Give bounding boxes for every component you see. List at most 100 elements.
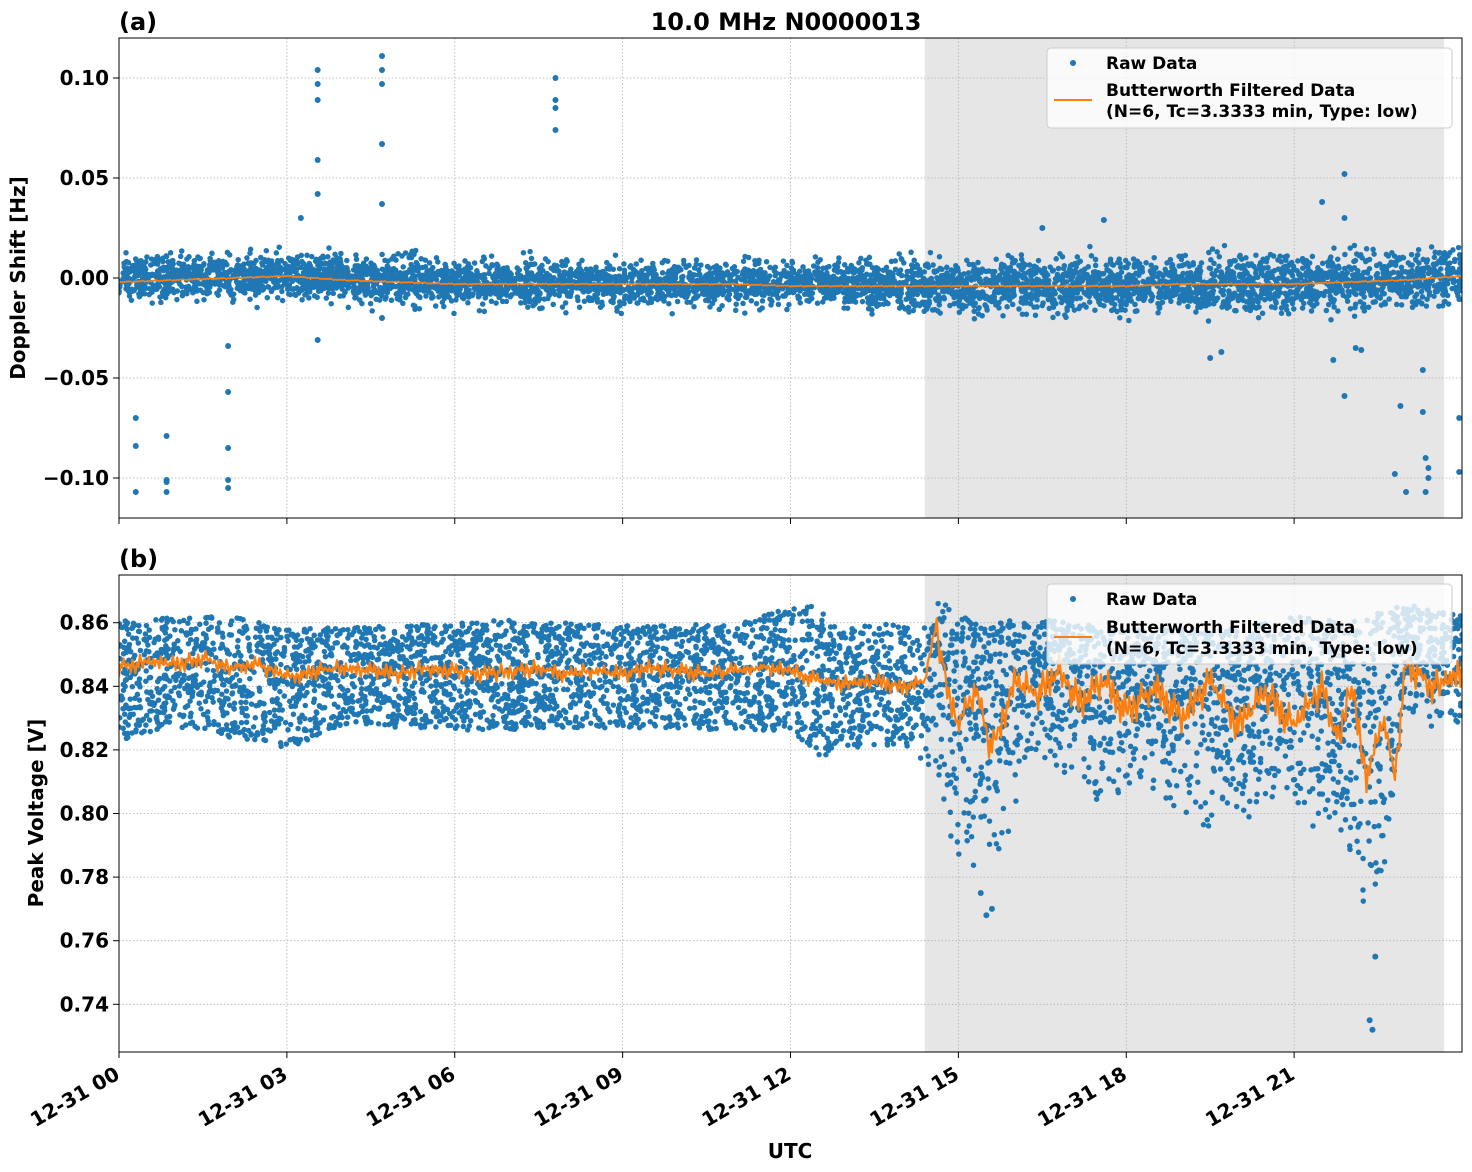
panel-b-x-axis: 12-31 00 12-31 03 12-31 06 12-31 09 12-31 12… <box>26 1052 1299 1132</box>
panel-a-outlier-point <box>1425 475 1432 481</box>
panel-a-x-ticks <box>118 518 1295 524</box>
panel-b-outlier-point <box>977 890 984 896</box>
panel-a-outlier-point <box>225 389 232 395</box>
x-tick-label: 12-31 12 <box>697 1062 795 1132</box>
panel-a-ytick-label: −0.10 <box>43 466 109 490</box>
x-tick-label: 12-31 09 <box>530 1062 628 1132</box>
panel-a-outlier-point <box>1419 409 1426 415</box>
panel-a-outlier-point <box>1358 347 1365 353</box>
panel-a-outlier-point <box>379 201 386 207</box>
panel-a-outlier-point <box>1039 225 1046 231</box>
panel-a-outlier-point <box>132 443 139 449</box>
panel-a-outlier-point <box>552 97 559 103</box>
panel-a-outlier-point <box>314 191 321 197</box>
panel-a-ytick-label: 0.00 <box>60 266 109 290</box>
panel-a-outlier-point <box>1330 357 1337 363</box>
panel-a-outlier-point <box>1207 355 1214 361</box>
panel-a-outlier-point <box>314 337 321 343</box>
panel-a: −0.10 −0.05 0.00 0.05 0.10 (a) 10.0 MHz N000… <box>6 8 1463 524</box>
x-tick-label: 12-31 21 <box>1201 1062 1299 1132</box>
panel-b-filtered-series <box>119 617 1462 794</box>
panel-b-outlier-point <box>1366 1017 1373 1024</box>
panel-a-outlier-point <box>225 343 232 349</box>
panel-a-filtered-line <box>119 274 1462 288</box>
panel-a-outlier-point <box>379 67 386 73</box>
legend-box <box>1046 583 1453 665</box>
panel-a-outliers <box>132 53 1462 495</box>
panel-a-outlier-point <box>225 485 232 491</box>
panel-a-outlier-point <box>1341 393 1348 399</box>
legend-raw-label: Raw Data <box>1106 54 1197 74</box>
panel-b-ylabel: Peak Voltage [V] <box>24 719 48 908</box>
panel-a-outlier-point <box>379 81 386 87</box>
panel-a-ylabel: Doppler Shift [Hz] <box>6 176 30 380</box>
panel-a-outlier-point <box>552 127 559 133</box>
panel-a-outlier-point <box>163 489 170 495</box>
panel-a-outlier-point <box>132 489 139 495</box>
legend-filtered-params: (N=6, Tc=3.3333 min, Type: low) <box>1106 639 1418 659</box>
legend-filtered-label: Butterworth Filtered Data <box>1106 81 1355 101</box>
panel-b-outlier-point <box>1369 1026 1376 1033</box>
panel-a-outlier-point <box>314 81 321 87</box>
panel-a-outlier-point <box>163 433 170 439</box>
panel-b-ytick-label: 0.86 <box>60 611 109 635</box>
panel-b-outlier-point <box>983 912 990 919</box>
panel-a-outlier-point <box>1422 455 1429 461</box>
panel-a-outlier-point <box>1352 345 1359 351</box>
panel-b-ytick-label: 0.78 <box>60 865 109 889</box>
panel-b-outlier-point <box>988 905 995 912</box>
x-tick-label: 12-31 03 <box>194 1062 292 1132</box>
panel-a-outlier-point <box>379 315 386 321</box>
panel-a-outlier-point <box>1419 367 1426 373</box>
panel-a-outlier-point <box>379 53 386 59</box>
legend-raw-label: Raw Data <box>1106 590 1197 610</box>
panel-a-outlier-point <box>314 67 321 73</box>
legend-raw-marker <box>1070 596 1076 602</box>
panel-b-ytick-label: 0.84 <box>60 674 109 698</box>
panel-a-ytick-label: −0.05 <box>43 366 109 390</box>
panel-b-ytick-label: 0.76 <box>60 929 109 953</box>
panel-a-ytick-label: 0.10 <box>60 66 109 90</box>
panel-a-outlier-point <box>1425 465 1432 471</box>
legend-filtered-params: (N=6, Tc=3.3333 min, Type: low) <box>1106 102 1418 122</box>
x-tick-label: 12-31 18 <box>1033 1062 1131 1132</box>
panel-b-ytick-label: 0.82 <box>60 738 109 762</box>
panel-a-outlier-point <box>379 141 386 147</box>
panel-a-outlier-point <box>225 445 232 451</box>
panel-a-outlier-point <box>1319 199 1326 205</box>
x-axis-label: UTC <box>768 1139 813 1163</box>
panel-a-outlier-point <box>132 415 139 421</box>
panel-a-outlier-point <box>163 479 170 485</box>
panel-a-legend: Raw Data Butterworth Filtered Data (N=6,… <box>1046 47 1453 129</box>
panel-b-ytick-label: 0.74 <box>60 992 109 1016</box>
panel-a-outlier-point <box>1403 489 1410 495</box>
legend-raw-marker <box>1070 60 1076 66</box>
figure-title: 10.0 MHz N0000013 <box>651 8 922 36</box>
panel-a-outlier-point <box>297 215 304 221</box>
panel-a-outlier-point <box>314 97 321 103</box>
panel-a-outlier-point <box>1422 489 1429 495</box>
panel-b-filtered-line <box>119 617 1462 794</box>
panel-a-label: (a) <box>119 8 157 36</box>
panel-a-outlier-point <box>552 105 559 111</box>
panel-a-ytick-label: 0.05 <box>60 166 109 190</box>
panel-b-ytick-label: 0.80 <box>60 802 109 826</box>
x-tick-label: 12-31 06 <box>362 1062 460 1132</box>
panel-a-outlier-point <box>314 157 321 163</box>
legend-box <box>1046 47 1453 129</box>
panel-a-outlier-point <box>1397 403 1404 409</box>
panel-a-outlier-point <box>1341 171 1348 177</box>
panel-a-y-axis: −0.10 −0.05 0.00 0.05 0.10 <box>43 66 119 490</box>
panel-a-outlier-point <box>1456 469 1462 475</box>
panel-a-outlier-point <box>1100 217 1107 223</box>
panel-b-legend: Raw Data Butterworth Filtered Data (N=6,… <box>1046 583 1453 665</box>
x-tick-label: 12-31 15 <box>865 1062 963 1132</box>
panel-a-filtered-series <box>119 274 1462 288</box>
panel-a-outlier-point <box>1391 471 1398 477</box>
panel-b-outlier-point <box>1372 953 1379 960</box>
panel-b-y-axis: 0.74 0.76 0.78 0.80 0.82 0.84 0.86 <box>60 611 119 1016</box>
panel-a-outlier-point <box>552 75 559 81</box>
panel-b-label: (b) <box>119 545 158 573</box>
panel-a-outlier-point <box>1341 215 1348 221</box>
